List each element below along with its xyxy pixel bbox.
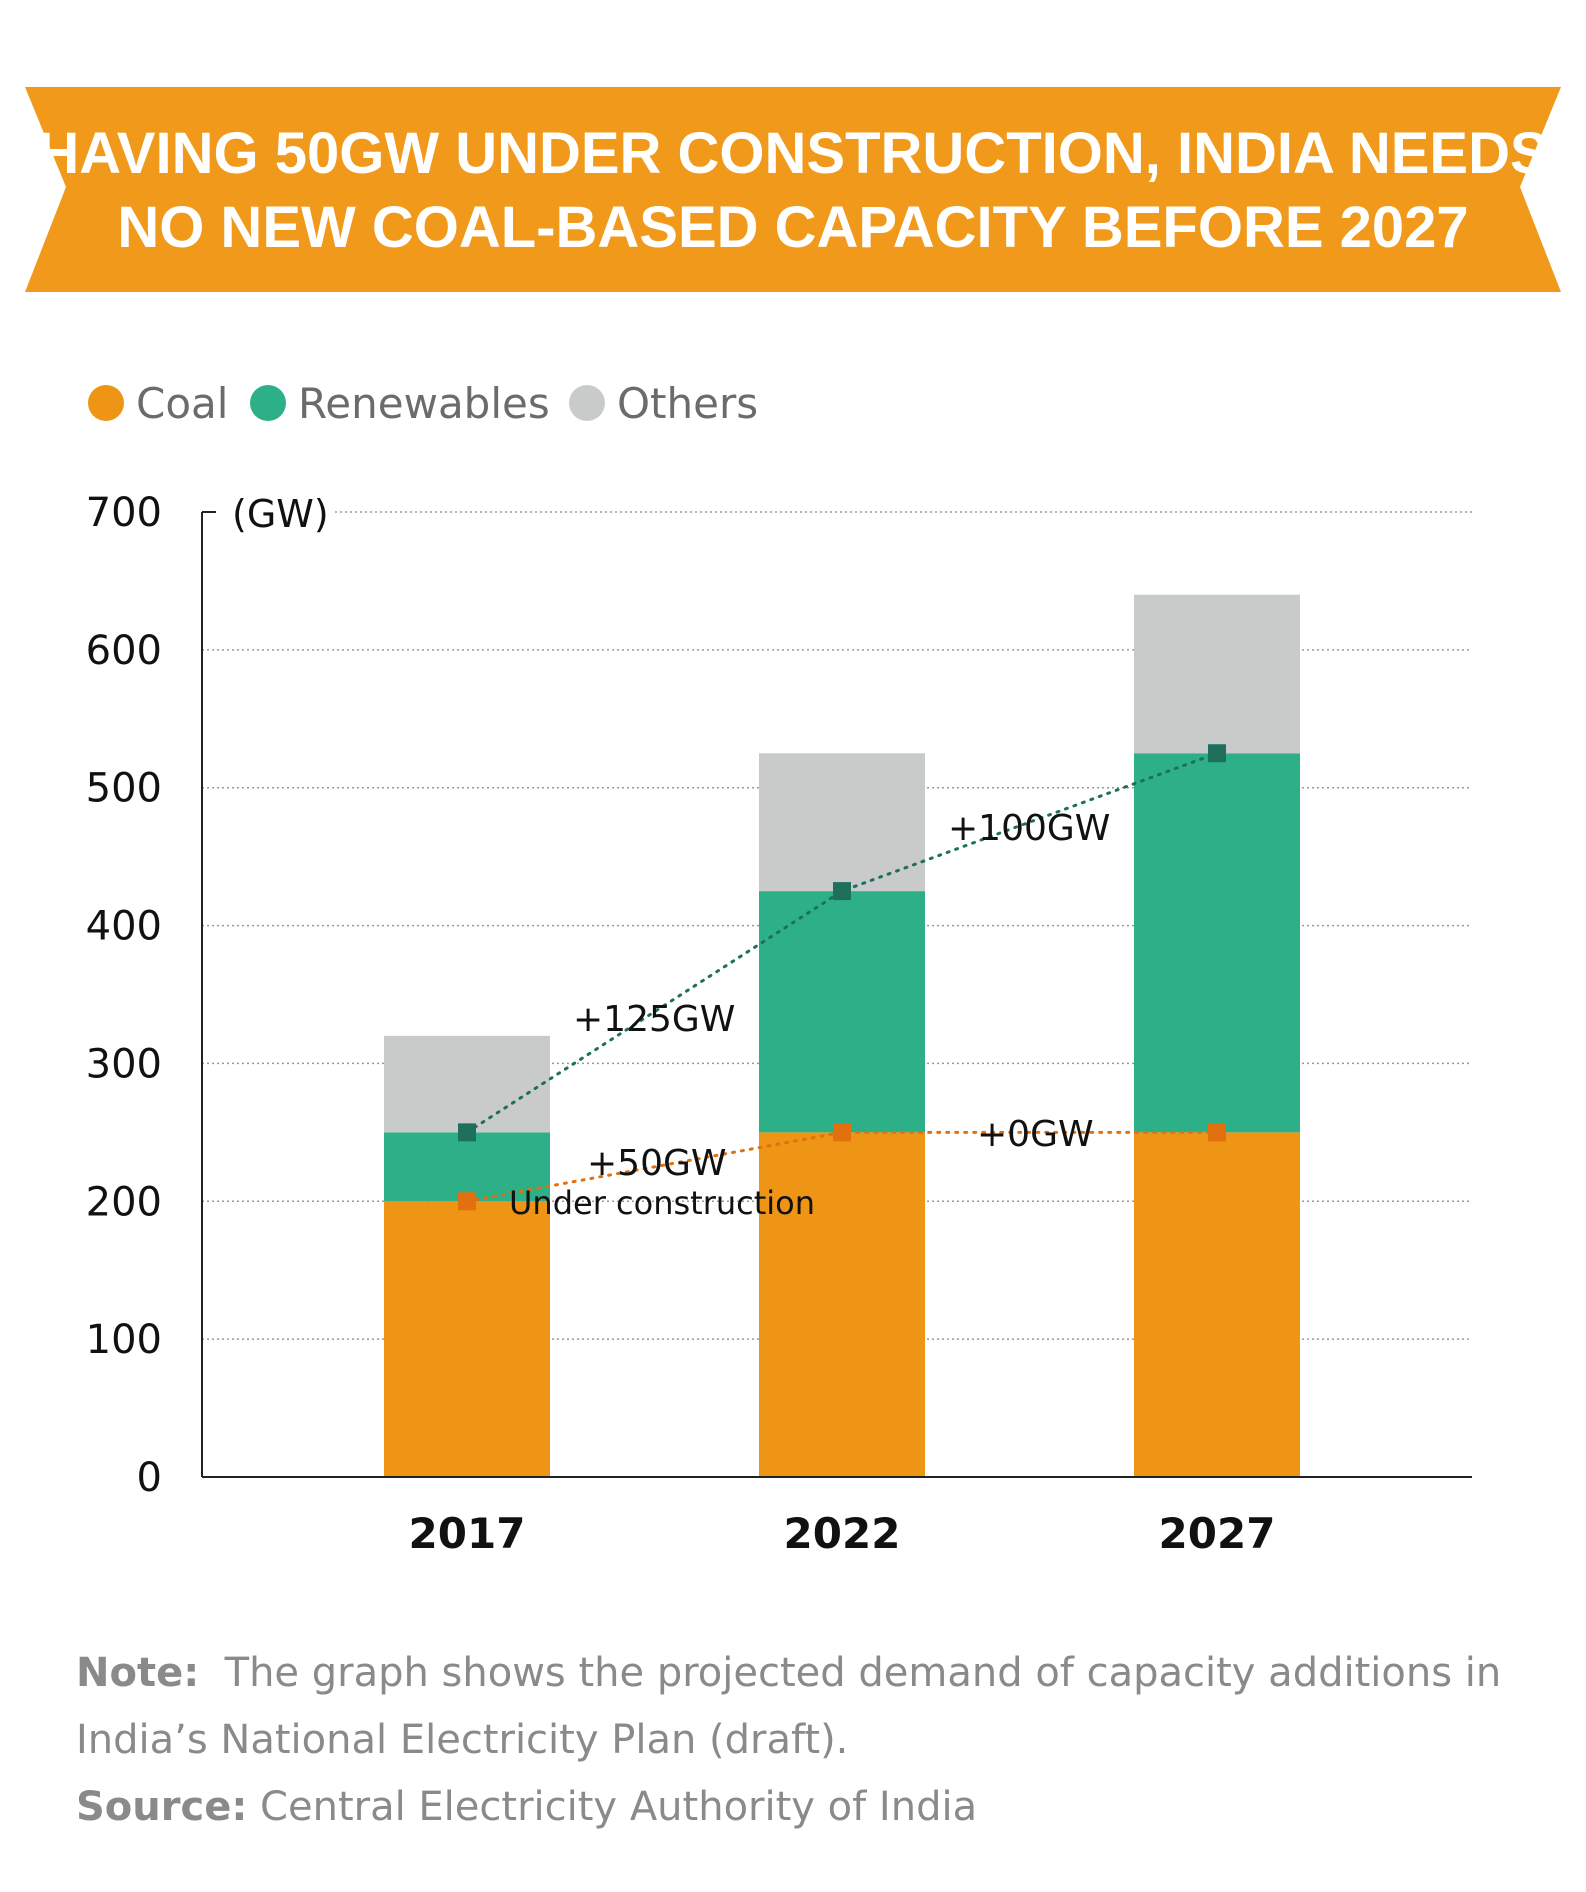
annotation-renewables-2017-2022: +125GW: [573, 999, 735, 1040]
legend-others-swatch: [569, 385, 605, 421]
trend-line-renewables-top: [465, 751, 1219, 1134]
note-block: Note: The graph shows the projected dema…: [76, 1640, 1536, 1841]
y-tick-label: 0: [137, 1455, 162, 1501]
legend-renewables-label: Renewables: [298, 379, 550, 428]
banner-title-line-2: NO NEW COAL-BASED CAPACITY BEFORE 2027: [117, 195, 1468, 260]
trend-marker-renewables-top-2027: [1208, 744, 1226, 763]
x-tick-label-2017: 2017: [409, 1509, 526, 1558]
axes: [201, 511, 1472, 1478]
bar-renewables-2027: [1134, 753, 1300, 1133]
legend-coal-swatch: [88, 385, 124, 421]
y-tick-label: 600: [86, 628, 162, 674]
bar-coal-2027: [1134, 1132, 1300, 1477]
trend-marker-coal-top-2027: [1208, 1123, 1226, 1142]
source-text: Central Electricity Authority of India: [260, 1784, 978, 1830]
legend-renewables-swatch: [250, 385, 286, 421]
trend-marker-coal-top-2022: [833, 1123, 851, 1142]
bar-renewables-2022: [759, 891, 925, 1133]
bar-coal-2022: [759, 1132, 925, 1477]
bar-others-2027: [1134, 594, 1300, 754]
bar-others-2017: [384, 1035, 550, 1133]
legend-others-label: Others: [617, 379, 758, 428]
trend-lines: [458, 744, 1226, 1211]
y-tick-label: 200: [86, 1179, 162, 1225]
title-banner: [25, 87, 1561, 292]
annotation-coal-2017-2022: +50GW: [587, 1143, 726, 1184]
x-tick-label-2022: 2022: [784, 1509, 901, 1558]
annotation-renewables-2022-2027: +100GW: [948, 808, 1110, 849]
bar-others-2022: [759, 753, 925, 892]
legend-coal-label: Coal: [136, 379, 228, 428]
trend-marker-coal-top-2017: [458, 1192, 476, 1211]
banner-title-line-1: HAVING 50GW UNDER CONSTRUCTION, INDIA NE…: [37, 121, 1548, 186]
y-tick-label: 700: [86, 490, 162, 536]
note-label: Note:: [76, 1650, 200, 1696]
bars: [384, 594, 1300, 1477]
y-axis-unit-label: (GW): [232, 492, 329, 536]
note-text: The graph shows the projected demand of …: [76, 1650, 1502, 1763]
trend-marker-renewables-top-2017: [458, 1123, 476, 1142]
x-axis-ticks: 2017 2022 2027: [409, 1509, 1276, 1558]
bar-coal-2017: [384, 1201, 550, 1477]
annotation-under-construction: Under construction: [509, 1184, 815, 1222]
source-label: Source:: [76, 1784, 248, 1830]
y-tick-label: 500: [86, 766, 162, 812]
annotation-coal-2022-2027: +0GW: [977, 1114, 1094, 1155]
y-axis-ticks: 0 100 200 300 400 500 600 700: [86, 490, 162, 1501]
trend-marker-renewables-top-2022: [833, 882, 851, 901]
y-tick-label: 100: [86, 1317, 162, 1363]
x-tick-label-2027: 2027: [1159, 1509, 1276, 1558]
y-tick-label: 300: [86, 1041, 162, 1087]
y-tick-label: 400: [86, 904, 162, 950]
